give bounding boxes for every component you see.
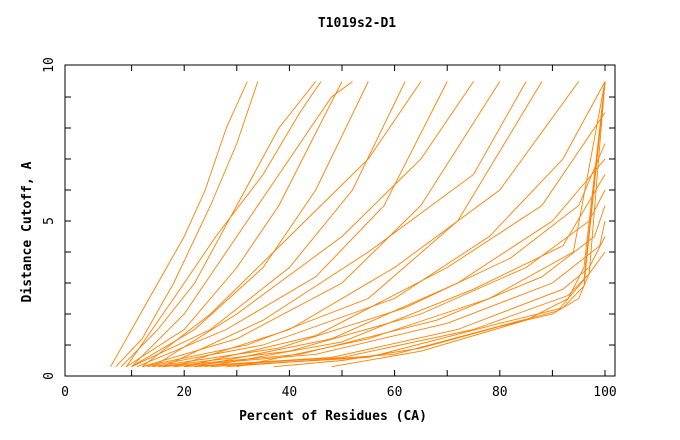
- x-tick-label: 0: [61, 385, 69, 400]
- x-tick-label: 60: [387, 385, 403, 400]
- x-axis-label: Percent of Residues (CA): [239, 409, 427, 424]
- x-tick-label: 40: [282, 385, 298, 400]
- series-line-27: [184, 112, 606, 368]
- series-line-2: [115, 81, 259, 368]
- series-line-29: [205, 174, 606, 368]
- series-line-9: [142, 81, 543, 368]
- series-line-11: [152, 143, 606, 368]
- y-tick-label: 10: [42, 57, 57, 73]
- series-line-8: [141, 81, 501, 368]
- series-line-21: [125, 81, 322, 367]
- y-axis-label: Distance Cutoff, A: [20, 161, 35, 302]
- series-line-6: [131, 81, 406, 368]
- plot-area: [110, 81, 606, 368]
- series-line-16: [194, 251, 606, 368]
- x-tick-label: 100: [593, 385, 616, 400]
- series-line-3: [120, 81, 317, 368]
- series-line-28: [194, 158, 606, 368]
- series-line-10: [147, 81, 606, 368]
- x-tick-label: 20: [176, 385, 192, 400]
- series-line-30: [236, 81, 606, 368]
- series-line-1: [110, 81, 248, 367]
- series-line-23: [141, 81, 422, 368]
- series-line-22: [131, 81, 353, 368]
- series-line-17: [210, 81, 606, 368]
- series-line-20: [331, 81, 606, 368]
- chart-title: T1019s2-D1: [318, 16, 396, 31]
- series-line-7: [136, 81, 448, 368]
- y-tick-label: 5: [42, 217, 57, 225]
- series-line-15: [184, 236, 606, 368]
- series-line-25: [163, 81, 527, 368]
- series-line-12: [157, 189, 606, 368]
- series-line-24: [152, 81, 474, 368]
- series-line-4: [126, 81, 343, 368]
- series-line-26: [173, 81, 580, 368]
- series-line-14: [173, 220, 606, 368]
- x-tick-label: 80: [492, 385, 508, 400]
- axis-ticks: 0 20 40 60 80 100 0 5 10: [42, 57, 617, 400]
- series-line-5: [131, 81, 369, 368]
- y-tick-label: 0: [42, 372, 57, 380]
